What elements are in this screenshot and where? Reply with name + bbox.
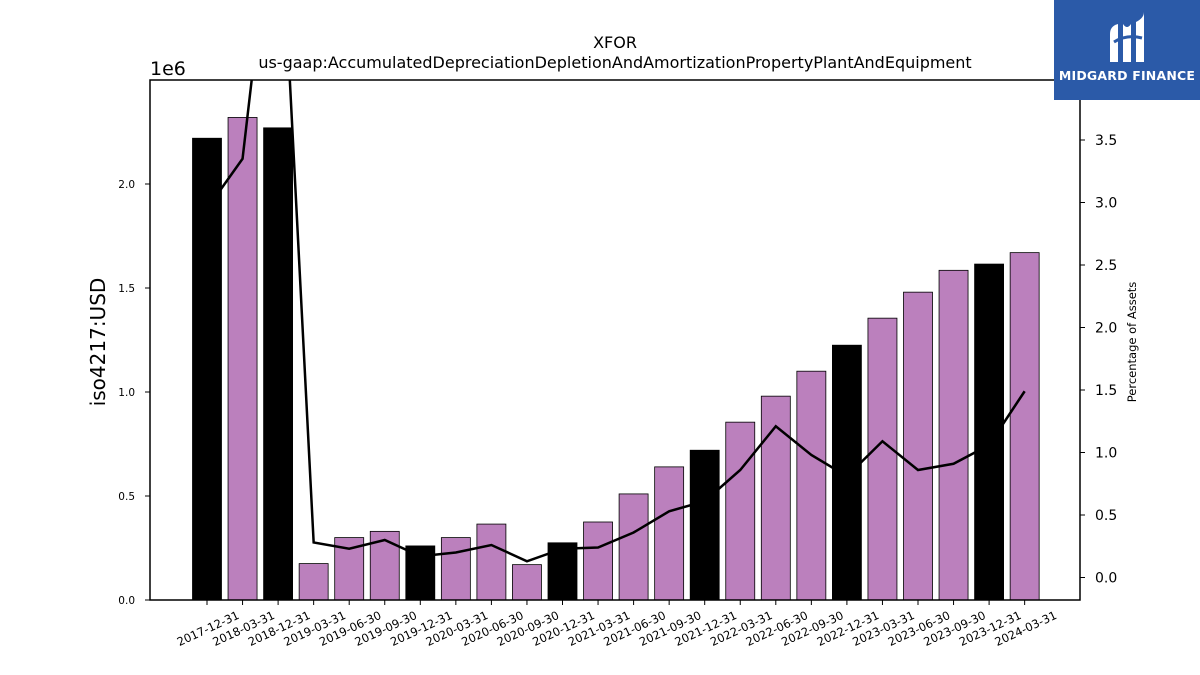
y-tick-label: 0.5 <box>118 491 135 503</box>
y2-tick-label: 2.5 <box>1095 258 1117 274</box>
line-group <box>205 80 1026 563</box>
bar <box>227 117 258 601</box>
bar <box>760 395 791 601</box>
bar <box>974 263 1004 601</box>
bar <box>263 127 294 601</box>
bar <box>512 564 542 601</box>
y2-tick-label: 0.5 <box>1095 508 1117 524</box>
bar <box>725 421 756 601</box>
bar <box>1009 252 1040 601</box>
y-tick-label: 0.0 <box>118 595 135 607</box>
midgard-logo-icon <box>1110 12 1144 62</box>
line-series-percentage <box>205 80 1026 563</box>
bar <box>583 521 613 601</box>
y2-tick-label: 1.5 <box>1095 383 1117 399</box>
y-axis-multiplier: 1e6 <box>150 58 186 80</box>
bar <box>476 523 507 601</box>
bar <box>618 493 649 601</box>
chart-title: XFOR <box>593 33 637 52</box>
y2-tick-label: 3.5 <box>1095 133 1117 149</box>
bar <box>903 291 933 601</box>
bar <box>440 537 471 601</box>
y-axis-label: iso4217:USD <box>86 278 110 407</box>
bar <box>867 317 898 601</box>
logo-text: MIDGARD FINANCE <box>1058 68 1196 83</box>
y2-tick-label: 0.0 <box>1095 571 1117 587</box>
y2-tick-label: 2.0 <box>1095 321 1117 337</box>
y2-tick-label: 3.0 <box>1095 196 1117 212</box>
chart-subtitle: us-gaap:AccumulatedDepreciationDepletion… <box>258 53 971 72</box>
y-tick-label: 1.5 <box>118 283 135 295</box>
bar <box>654 466 685 601</box>
y2-tick-label: 1.0 <box>1095 446 1117 462</box>
plot-frame <box>149 79 1081 601</box>
bar <box>298 563 329 601</box>
y2-axis-label: Percentage of Assets <box>1125 282 1139 403</box>
bar <box>796 370 827 601</box>
bar <box>689 449 720 601</box>
bar <box>832 344 862 601</box>
y-tick-label: 1.0 <box>118 387 135 399</box>
midgard-finance-logo: MIDGARD FINANCE <box>1054 0 1200 100</box>
bar <box>192 137 222 601</box>
y-tick-label: 2.0 <box>118 179 135 191</box>
bar <box>938 269 969 601</box>
bars-group <box>192 117 1040 601</box>
